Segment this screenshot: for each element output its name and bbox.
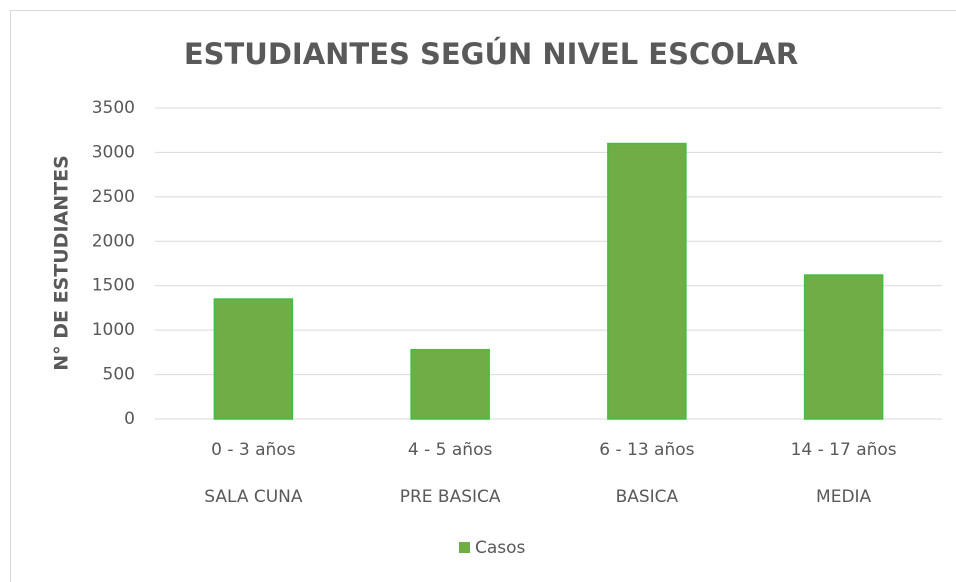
y-tick-label: 3000 — [92, 142, 135, 162]
x-tick-label: 6 - 13 años — [599, 440, 694, 460]
y-tick-label: 2000 — [92, 231, 135, 251]
x-tick-label: 0 - 3 años — [211, 440, 296, 460]
x-group-label: MEDIA — [816, 487, 872, 507]
x-tick-label: 14 - 17 años — [791, 440, 897, 460]
bar — [213, 298, 294, 420]
y-tick-label: 0 — [124, 409, 135, 429]
x-group-label: SALA CUNA — [204, 487, 303, 507]
x-tick-label: 4 - 5 años — [408, 440, 493, 460]
x-group-label: BASICA — [616, 487, 679, 507]
y-tick-label: 2500 — [92, 187, 135, 207]
legend-swatch — [459, 542, 470, 553]
bar — [803, 274, 884, 420]
y-tick-label: 500 — [103, 365, 135, 385]
y-tick-label: 1500 — [92, 276, 135, 296]
bar — [410, 348, 490, 420]
legend-label: Casos — [475, 538, 526, 558]
y-tick-label: 3500 — [92, 98, 135, 118]
chart-frame — [10, 10, 956, 582]
x-group-label: PRE BASICA — [400, 487, 501, 507]
bar — [607, 142, 687, 420]
chart-title: ESTUDIANTES SEGÚN NIVEL ESCOLAR — [184, 37, 798, 71]
y-tick-label: 1000 — [92, 320, 135, 340]
y-axis-label: N° DE ESTUDIANTES — [51, 155, 73, 371]
